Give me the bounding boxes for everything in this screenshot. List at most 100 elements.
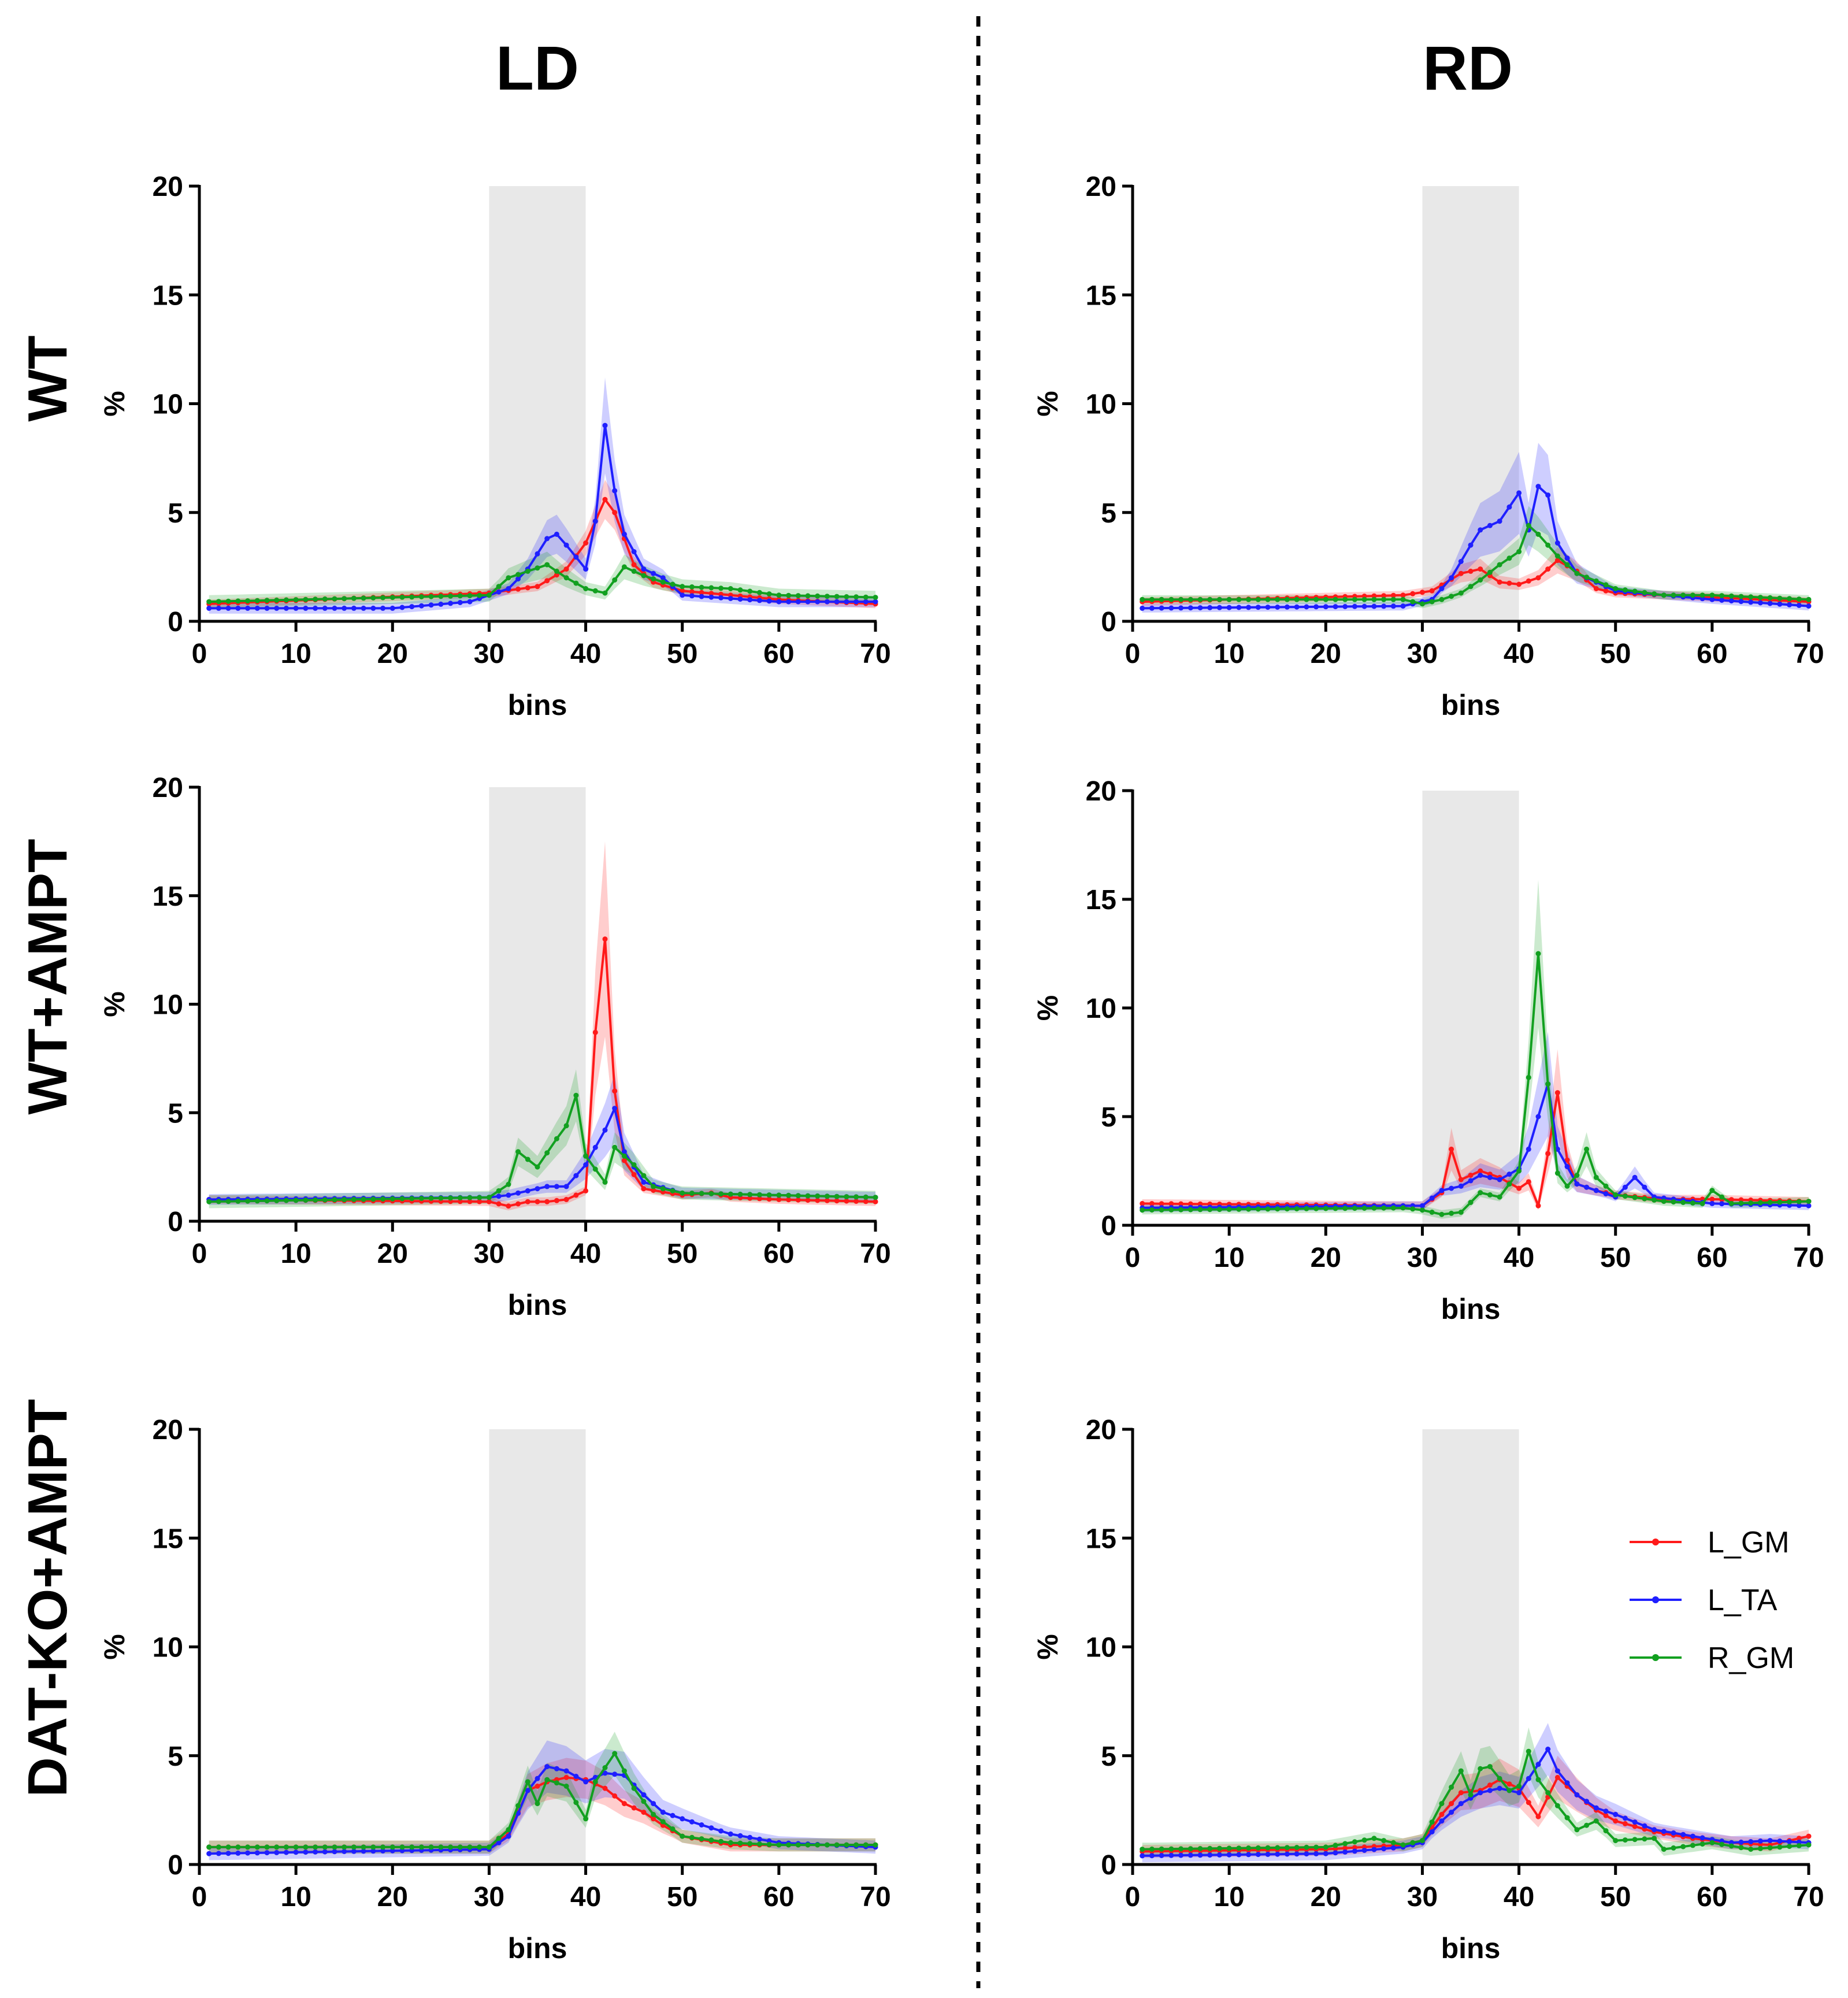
data-point-r-gm xyxy=(1352,1206,1357,1211)
data-point-r-gm xyxy=(1719,1194,1725,1200)
data-point-l-ta xyxy=(535,551,540,557)
data-point-r-gm xyxy=(1255,596,1261,602)
data-point-l-ta xyxy=(428,602,434,608)
data-point-r-gm xyxy=(631,568,637,574)
data-point-r-gm xyxy=(756,1841,762,1847)
data-point-l-ta xyxy=(1342,604,1348,609)
data-point-l-ta xyxy=(1545,1747,1551,1752)
data-point-r-gm xyxy=(1719,1841,1725,1847)
data-point-l-ta xyxy=(1236,605,1242,610)
data-point-r-gm xyxy=(776,1192,782,1198)
data-point-r-gm xyxy=(786,592,792,598)
data-point-r-gm xyxy=(1168,1846,1174,1852)
data-point-l-ta xyxy=(1304,1851,1309,1857)
data-point-r-gm xyxy=(660,579,666,585)
data-point-r-gm xyxy=(1554,1170,1560,1176)
y-tick-label: 20 xyxy=(1086,776,1116,807)
data-point-r-gm xyxy=(1671,1199,1676,1205)
data-point-r-gm xyxy=(1526,1748,1531,1754)
x-tick-label: 70 xyxy=(860,1239,890,1269)
data-point-l-ta xyxy=(1246,1852,1252,1858)
data-point-r-gm xyxy=(815,1193,821,1199)
data-point-r-gm xyxy=(1207,1845,1213,1851)
data-point-r-gm xyxy=(563,1123,569,1129)
data-point-r-gm xyxy=(342,1197,347,1203)
data-point-l-ta xyxy=(389,605,395,611)
x-axis-label: bins xyxy=(1441,689,1501,721)
data-point-r-gm xyxy=(418,594,424,599)
data-point-r-gm xyxy=(438,1844,444,1850)
y-axis-label: % xyxy=(1031,995,1064,1021)
data-point-r-gm xyxy=(515,1149,521,1155)
data-point-l-gm xyxy=(1458,570,1464,576)
data-point-l-ta xyxy=(1584,1184,1590,1190)
data-point-r-gm xyxy=(457,593,463,599)
data-point-l-ta xyxy=(1564,1780,1570,1786)
data-point-l-gm xyxy=(1381,593,1387,599)
data-point-r-gm xyxy=(274,1198,280,1203)
y-tick-label: 5 xyxy=(168,1741,183,1772)
data-point-l-ta xyxy=(1787,1839,1793,1844)
row-title-wt: WT xyxy=(17,335,79,421)
data-point-r-gm xyxy=(834,594,840,599)
data-point-l-ta xyxy=(1719,1201,1725,1207)
data-point-l-ta xyxy=(1603,1808,1609,1814)
data-point-l-gm xyxy=(1632,1823,1638,1829)
y-tick-label: 10 xyxy=(153,990,183,1021)
x-tick-label: 50 xyxy=(1600,639,1631,669)
x-tick-label: 70 xyxy=(1793,639,1824,669)
data-point-r-gm xyxy=(1188,1207,1193,1213)
data-point-l-ta xyxy=(670,1812,676,1818)
data-point-l-gm xyxy=(689,589,695,595)
data-point-l-ta xyxy=(506,1192,511,1198)
data-point-r-gm xyxy=(873,595,878,600)
data-point-r-gm xyxy=(1757,595,1763,600)
data-point-r-gm xyxy=(409,594,415,600)
data-point-r-gm xyxy=(621,1768,627,1774)
data-point-r-gm xyxy=(1333,596,1338,602)
data-point-l-ta xyxy=(235,1850,241,1856)
y-tick-label: 10 xyxy=(1086,390,1116,420)
data-point-r-gm xyxy=(680,584,685,590)
data-point-r-gm xyxy=(1449,594,1454,599)
data-point-l-ta xyxy=(1554,540,1560,546)
data-point-l-ta xyxy=(844,599,849,605)
data-point-r-gm xyxy=(1593,1818,1599,1824)
data-point-l-gm xyxy=(563,566,569,572)
data-point-r-gm xyxy=(1652,1197,1657,1203)
data-point-r-gm xyxy=(1323,596,1329,602)
x-tick-label: 20 xyxy=(1311,1882,1341,1912)
data-point-r-gm xyxy=(854,594,859,600)
data-point-r-gm xyxy=(1699,1841,1705,1847)
data-point-l-ta xyxy=(651,1801,656,1807)
data-point-l-ta xyxy=(1593,1188,1599,1193)
data-point-r-gm xyxy=(699,1836,704,1842)
data-point-r-gm xyxy=(747,588,753,594)
data-point-r-gm xyxy=(1506,1181,1512,1187)
x-tick-label: 70 xyxy=(860,639,890,669)
data-point-l-gm xyxy=(1526,1800,1531,1806)
data-point-l-gm xyxy=(1554,1090,1560,1096)
data-point-r-gm xyxy=(254,1198,260,1204)
data-point-r-gm xyxy=(332,1844,337,1850)
data-point-r-gm xyxy=(351,1844,357,1850)
data-point-r-gm xyxy=(1410,599,1416,605)
y-axis-label: % xyxy=(98,391,131,416)
data-point-r-gm xyxy=(1584,574,1590,580)
data-point-l-ta xyxy=(805,599,811,605)
data-point-l-ta xyxy=(1159,605,1164,611)
data-point-r-gm xyxy=(756,1192,762,1198)
x-tick-label: 0 xyxy=(1125,1243,1141,1273)
data-point-l-ta xyxy=(737,1833,743,1838)
data-point-l-ta xyxy=(680,1816,685,1822)
data-point-r-gm xyxy=(1487,1764,1493,1770)
data-point-l-gm xyxy=(544,578,550,584)
data-point-r-gm xyxy=(1410,1206,1416,1212)
data-point-r-gm xyxy=(1236,1845,1242,1851)
data-point-r-gm xyxy=(1613,1838,1619,1844)
data-point-l-ta xyxy=(766,598,772,604)
x-tick-label: 30 xyxy=(474,639,504,669)
chart-wt-ld: 0 5 10 15 20 0 10 20 30 40 50 60 70 bins% xyxy=(98,172,891,721)
data-point-r-gm xyxy=(313,596,318,602)
data-point-r-gm xyxy=(631,1785,637,1791)
